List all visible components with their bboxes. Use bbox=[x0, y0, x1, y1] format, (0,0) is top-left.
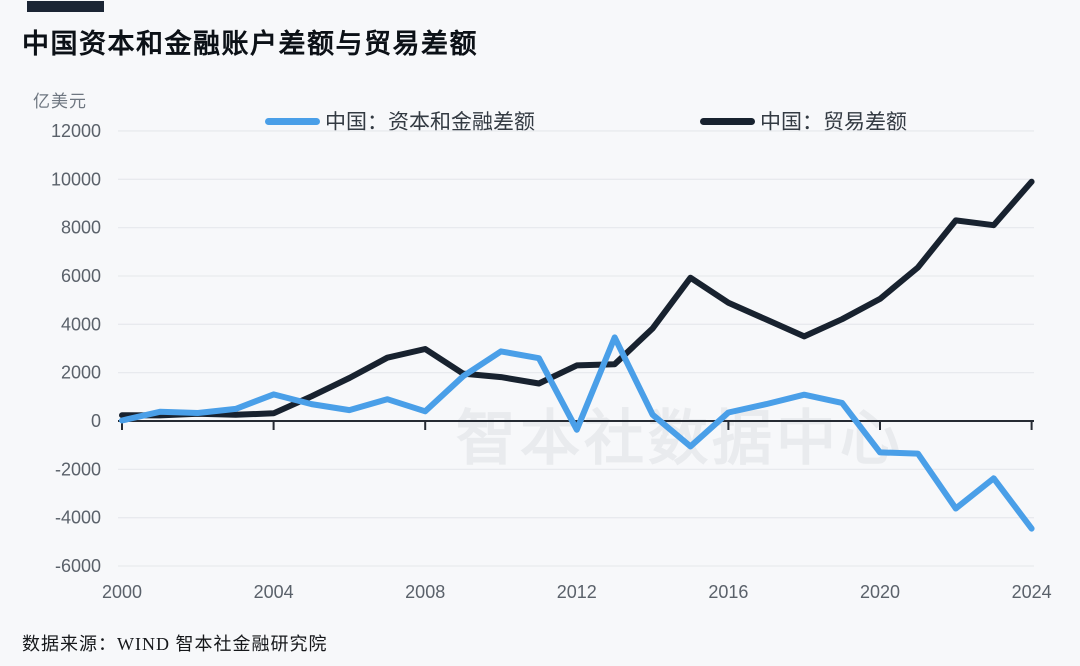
x-axis-tick-label: 2000 bbox=[102, 582, 142, 602]
chart-title: 中国资本和金融账户差额与贸易差额 bbox=[22, 29, 478, 59]
y-axis-tick-label: -2000 bbox=[55, 459, 101, 479]
x-axis-tick-label: 2024 bbox=[1012, 582, 1052, 602]
trade-series-swatch-icon bbox=[700, 117, 755, 125]
y-axis-tick-label: 0 bbox=[91, 411, 101, 431]
legend-item-capital: 中国：资本和金融差额 bbox=[265, 108, 535, 134]
x-axis-tick-label: 2016 bbox=[708, 582, 748, 602]
y-axis-tick-label: 6000 bbox=[61, 266, 101, 286]
capital-series-swatch-icon bbox=[265, 117, 320, 125]
capital-financial-line bbox=[119, 334, 1035, 532]
accent-bar bbox=[27, 1, 104, 12]
y-axis-tick-label: 8000 bbox=[61, 218, 101, 238]
y-axis-tick-label: 10000 bbox=[51, 169, 101, 189]
legend-label-trade: 中国：贸易差额 bbox=[760, 110, 907, 134]
y-axis-unit-label: 亿美元 bbox=[33, 92, 87, 111]
legend-label-capital: 中国：资本和金融差额 bbox=[325, 110, 535, 134]
legend-item-trade: 中国：贸易差额 bbox=[700, 108, 907, 134]
x-axis-tick-label: 2008 bbox=[405, 582, 445, 602]
data-source: 数据来源：WIND 智本社金融研究院 bbox=[22, 634, 328, 654]
y-axis-tick-label: -4000 bbox=[55, 508, 101, 528]
y-axis-tick-label: 4000 bbox=[61, 314, 101, 334]
trade-balance-line bbox=[119, 178, 1035, 419]
y-axis-tick-label: 2000 bbox=[61, 363, 101, 383]
x-axis-tick-label: 2004 bbox=[254, 582, 294, 602]
x-axis-tick-label: 2012 bbox=[557, 582, 597, 602]
y-axis-tick-label: -6000 bbox=[55, 556, 101, 576]
y-axis-tick-label: 12000 bbox=[51, 121, 101, 141]
x-axis-tick-label: 2020 bbox=[860, 582, 900, 602]
